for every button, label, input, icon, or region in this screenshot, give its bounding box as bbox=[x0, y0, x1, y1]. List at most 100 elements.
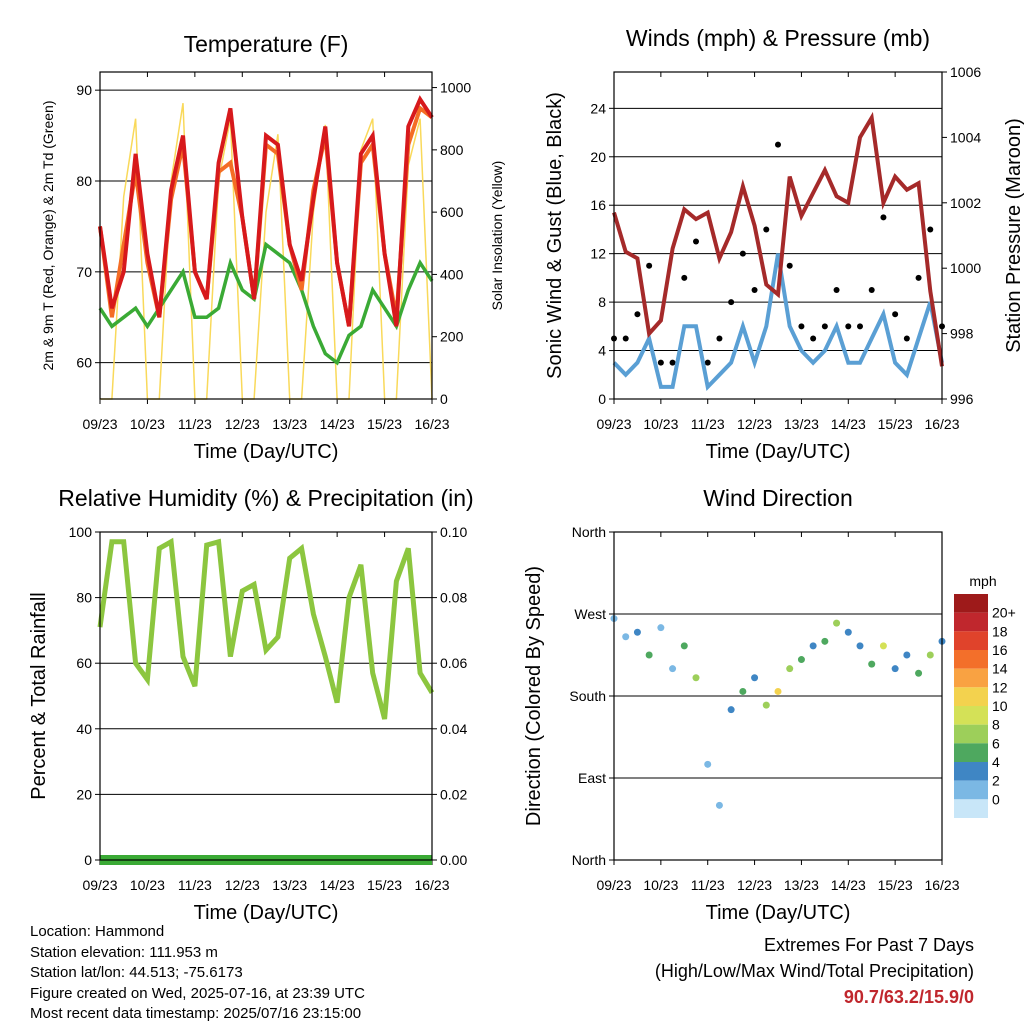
colorbar-swatch bbox=[954, 687, 988, 706]
panel2-xlabel: Time (Day/UTC) bbox=[706, 441, 851, 463]
extremes-value: 90.7/63.2/15.9/0 bbox=[843, 987, 974, 1007]
panel2-xtick-label: 12/23 bbox=[737, 416, 772, 432]
figure-created: Figure created on Wed, 2025-07-16, at 23… bbox=[30, 984, 365, 1002]
panel4-xtick-label: 09/23 bbox=[596, 877, 631, 893]
gust-point bbox=[681, 274, 688, 281]
panel2-ytick-label: 20 bbox=[590, 149, 606, 165]
colorbar-swatch bbox=[954, 762, 988, 781]
panel3-xtick-label: 16/23 bbox=[414, 877, 449, 893]
colorbar-label: 12 bbox=[992, 679, 1008, 695]
panel2-ytick-label: 24 bbox=[590, 100, 606, 116]
gust-point bbox=[669, 359, 676, 366]
gust-point bbox=[798, 323, 805, 330]
panel4-ytick-label: West bbox=[574, 606, 606, 622]
panel3-ytick-label: 20 bbox=[76, 786, 92, 802]
panel2-y2label: Station Pressure (Maroon) bbox=[1003, 118, 1024, 353]
panel3-y2tick-label: 0.08 bbox=[440, 590, 467, 606]
colorbar-swatch bbox=[954, 650, 988, 669]
panel3-xtick-label: 12/23 bbox=[225, 877, 260, 893]
colorbar-label: 14 bbox=[992, 661, 1008, 677]
panel1-y2label: Solar Insolation (Yellow) bbox=[489, 161, 505, 311]
gust-point bbox=[657, 359, 664, 366]
panel4-ytick-label: North bbox=[572, 524, 606, 540]
panel3-y2tick-label: 0.02 bbox=[440, 786, 467, 802]
panel3-xtick-label: 09/23 bbox=[82, 877, 117, 893]
panel3-y2tick-label: 0.06 bbox=[440, 655, 467, 671]
direction-point bbox=[704, 760, 712, 768]
panel3-xtick-label: 10/23 bbox=[130, 877, 165, 893]
gust-point bbox=[763, 226, 770, 233]
panel1-ylabel: 2m & 9m T (Red, Orange) & 2m Td (Green) bbox=[40, 101, 56, 371]
panel2-y2tick-label: 996 bbox=[950, 391, 974, 407]
direction-point bbox=[856, 642, 864, 650]
gust-point bbox=[868, 287, 875, 293]
panel1-y2tick-label: 400 bbox=[440, 266, 464, 282]
colorbar-label: 18 bbox=[992, 623, 1008, 639]
station-info: Location: Hammond Station elevation: 111… bbox=[30, 922, 365, 1025]
direction-point bbox=[879, 642, 887, 650]
panel2-y2tick-label: 998 bbox=[950, 326, 974, 342]
direction-point bbox=[844, 628, 852, 636]
panel2-xtick-label: 14/23 bbox=[831, 416, 866, 432]
direction-point bbox=[633, 628, 641, 636]
direction-point bbox=[821, 637, 829, 645]
panel3-xtick-label: 11/23 bbox=[178, 877, 212, 893]
gust-point bbox=[739, 250, 746, 257]
panel2-ytick-label: 16 bbox=[590, 197, 606, 213]
panel3-ytick-label: 100 bbox=[69, 524, 93, 540]
panel2-y2tick-label: 1004 bbox=[950, 129, 981, 145]
colorbar-label: 4 bbox=[992, 754, 1000, 770]
panel4-title: Wind Direction bbox=[703, 485, 853, 511]
direction-point bbox=[739, 687, 747, 695]
station-latlon: Station lat/lon: 44.513; -75.6173 bbox=[30, 964, 243, 981]
panel4-ytick-label: South bbox=[569, 688, 606, 704]
extremes-title: Extremes For Past 7 Days bbox=[763, 935, 974, 955]
gust-point bbox=[693, 238, 699, 245]
gust-point bbox=[716, 335, 723, 342]
panel2-ytick-label: 8 bbox=[598, 294, 606, 310]
colorbar-swatch bbox=[954, 743, 988, 762]
panel2-y2tick-label: 1002 bbox=[950, 195, 981, 211]
gust-point bbox=[903, 335, 910, 342]
panel2-y2tick-label: 1000 bbox=[950, 260, 981, 276]
panel3-frame bbox=[99, 531, 433, 861]
colorbar-label: 10 bbox=[992, 698, 1008, 714]
station-elevation: Station elevation: 111.953 m bbox=[30, 943, 218, 961]
panel2-xtick-label: 09/23 bbox=[596, 416, 631, 432]
direction-point bbox=[680, 642, 688, 650]
colorbar-swatch bbox=[954, 594, 988, 613]
direction-point bbox=[903, 651, 911, 659]
direction-point bbox=[645, 651, 653, 659]
panel1-ytick-label: 60 bbox=[76, 355, 92, 371]
panel3-xtick-label: 13/23 bbox=[272, 877, 307, 893]
extremes-subtitle: (High/Low/Max Wind/Total Precipitation) bbox=[654, 961, 974, 981]
panel1-xlabel: Time (Day/UTC) bbox=[194, 441, 339, 463]
gust-point bbox=[915, 274, 922, 281]
panel3-ylabel: Percent & Total Rainfall bbox=[28, 592, 50, 800]
panel2-xtick-label: 15/23 bbox=[878, 416, 913, 432]
data-timestamp: Most recent data timestamp: 2025/07/16 2… bbox=[30, 1005, 362, 1022]
panel1-frame bbox=[99, 71, 433, 400]
panel3-ytick-label: 60 bbox=[76, 655, 92, 671]
direction-point bbox=[727, 706, 735, 714]
station-location: Location: Hammond bbox=[30, 923, 165, 940]
direction-point bbox=[762, 701, 770, 709]
panel4-xtick-label: 16/23 bbox=[924, 877, 959, 893]
direction-point bbox=[657, 624, 665, 632]
colorbar-swatch bbox=[954, 724, 988, 744]
colorbar-swatch bbox=[954, 706, 988, 725]
wind-series bbox=[612, 253, 944, 392]
panel4-xtick-label: 12/23 bbox=[737, 877, 772, 893]
panel2-xtick-label: 11/23 bbox=[691, 416, 725, 432]
panel1-xtick-label: 16/23 bbox=[414, 416, 449, 432]
gust-point bbox=[880, 214, 887, 221]
colorbar-swatch bbox=[954, 780, 988, 800]
panel1-xtick-label: 15/23 bbox=[367, 416, 402, 432]
direction-point bbox=[715, 801, 723, 809]
colorbar-label: 2 bbox=[992, 773, 1000, 789]
dewpoint-series bbox=[98, 241, 434, 366]
direction-point bbox=[669, 665, 677, 673]
panel2-ylabel: Sonic Wind & Gust (Blue, Black) bbox=[544, 92, 566, 379]
gust-point bbox=[704, 359, 711, 366]
panel2-ytick-label: 0 bbox=[598, 391, 606, 407]
